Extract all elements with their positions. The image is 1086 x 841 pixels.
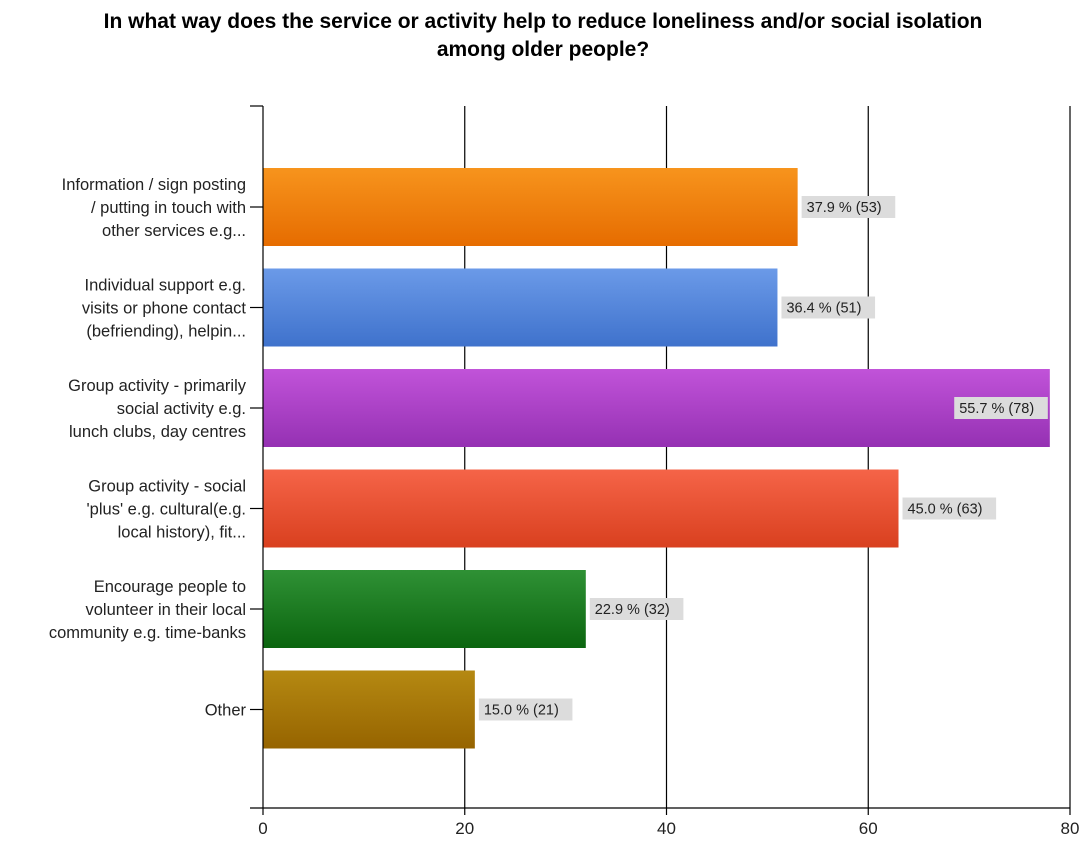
- bar-2: [263, 268, 778, 347]
- chart-title-line-1: In what way does the service or activity…: [103, 10, 983, 33]
- tick-labels: 0 20 40 60 80: [258, 819, 1079, 838]
- data-label-3: 55.7 % (78): [954, 397, 1048, 419]
- data-label-text-2: 36.4 % (51): [786, 301, 861, 317]
- axes: [250, 105, 1071, 815]
- data-label-5: 22.9 % (32): [589, 598, 684, 620]
- category-label-1: Information / sign posting / putting in t…: [62, 176, 246, 240]
- bar-1: [263, 168, 798, 246]
- category-label-6: Other: [205, 702, 247, 720]
- data-label-box-6: [478, 698, 573, 721]
- data-label-1: 37.9 % (53): [801, 196, 896, 218]
- category-label-2: Individual support e.g. visits or phone c…: [82, 277, 247, 341]
- bar-4: [263, 469, 899, 548]
- data-label-6: 15.0 % (21): [478, 698, 573, 721]
- x-tick-label-0: 0: [258, 819, 267, 838]
- x-tick-label-80: 80: [1061, 819, 1080, 838]
- data-label-2: 36.4 % (51): [781, 296, 876, 319]
- data-label-4: 45.0 % (63): [902, 497, 997, 520]
- data-label-text-3: 55.7 % (78): [959, 401, 1034, 417]
- data-label-box-2: [781, 296, 876, 319]
- data-label-box-4: [902, 497, 997, 520]
- bar-5: [263, 570, 586, 648]
- x-tick-label-20: 20: [455, 819, 474, 838]
- x-tick-label-40: 40: [657, 819, 676, 838]
- bar-6: [263, 670, 475, 749]
- category-label-3: Group activity - primarily social activit…: [68, 377, 247, 441]
- chart-title-line-2: among older people?: [436, 38, 650, 61]
- data-label-text-1: 37.9 % (53): [807, 200, 882, 216]
- bar-3: [263, 369, 1050, 447]
- data-label-box-3: [954, 397, 1048, 419]
- data-label-text-5: 22.9 % (32): [595, 602, 670, 618]
- category-label-4: Group activity - social'plus' e.g. cultu…: [87, 478, 246, 542]
- data-labels: 37.9 % (53) 36.4 % (51) 55.7 % (78) 45.0 % …: [478, 196, 1048, 721]
- category-labels: Information / sign posting / putting in t…: [49, 176, 247, 720]
- chart-title: In what way does the service or activity…: [0, 8, 1086, 64]
- x-tick-label-60: 60: [859, 819, 878, 838]
- data-label-box-1: [801, 196, 896, 218]
- data-label-box-5: [589, 598, 684, 620]
- category-label-5: Encourage people to volunteer in their lo…: [49, 578, 246, 642]
- data-label-text-4: 45.0 % (63): [908, 502, 983, 518]
- bars: [263, 168, 1050, 749]
- data-label-text-6: 15.0 % (21): [484, 703, 559, 719]
